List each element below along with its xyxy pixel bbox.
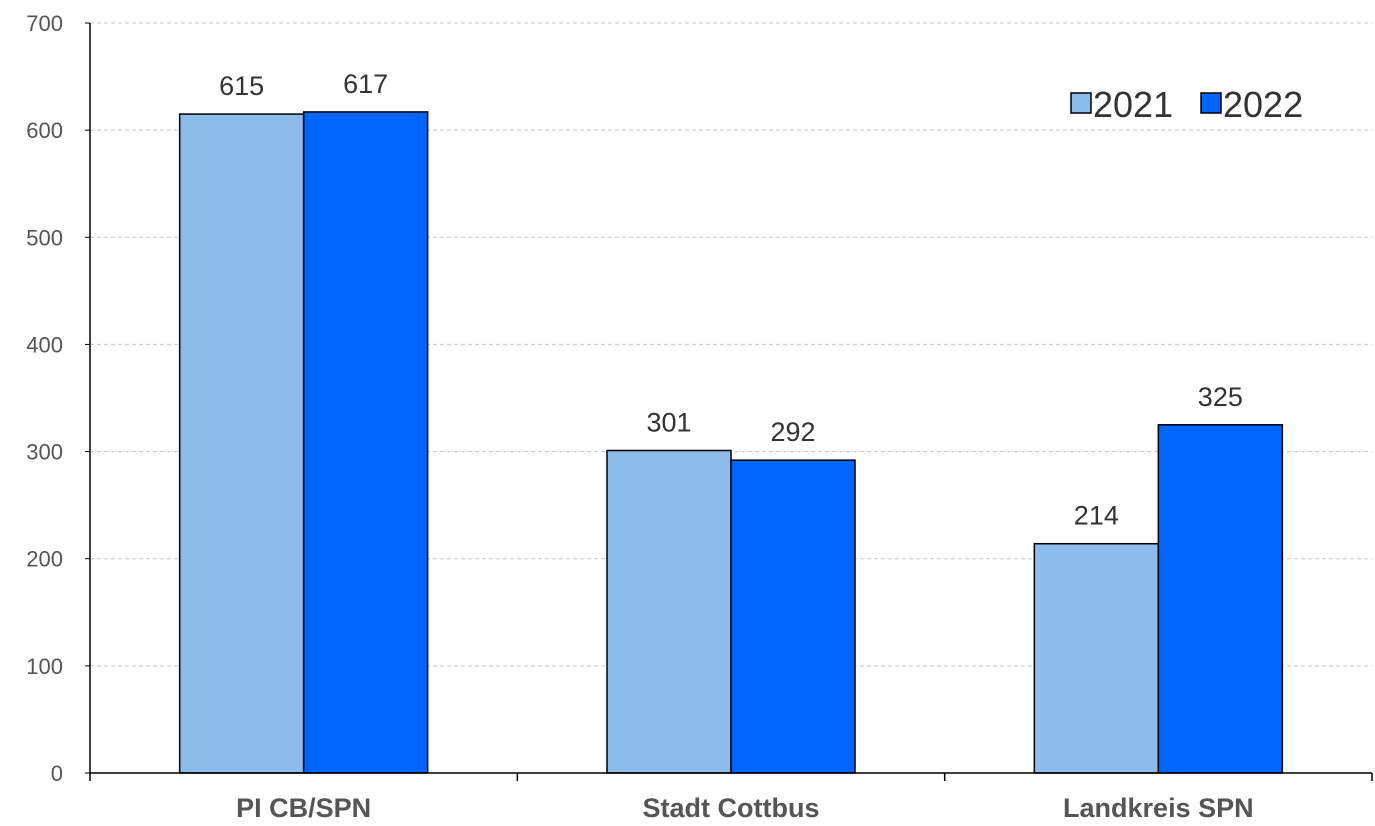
data-label: 325 (1198, 382, 1243, 412)
data-label: 615 (219, 71, 264, 101)
category-label: Landkreis SPN (1063, 793, 1254, 823)
data-label: 214 (1074, 501, 1119, 531)
bar (730, 459, 856, 774)
y-tick-label: 300 (26, 440, 63, 465)
y-tick-label: 600 (26, 118, 63, 143)
legend-label: 2021 (1093, 84, 1173, 125)
y-tick-label: 100 (26, 654, 63, 679)
legend: 2021 2022 (1070, 84, 1303, 125)
data-label: 617 (343, 69, 388, 99)
y-tick-label: 400 (26, 332, 63, 357)
legend-swatch (1070, 92, 1092, 114)
data-label: 301 (646, 408, 691, 438)
legend-swatch (1200, 92, 1222, 114)
bar (178, 113, 305, 774)
y-tick-label: 500 (26, 225, 63, 250)
category-label: PI CB/SPN (236, 793, 371, 823)
x-axis: PI CB/SPN Stadt Cottbus Landkreis SPN (89, 772, 1373, 823)
bars: 615 617 301 292 214 325 (178, 69, 1284, 774)
category-label: Stadt Cottbus (643, 793, 820, 823)
y-tick-label: 0 (51, 761, 63, 786)
y-axis: 0 100 200 300 400 500 600 700 (26, 11, 91, 786)
data-label: 292 (770, 417, 815, 447)
bar (302, 111, 429, 774)
bar (1033, 542, 1160, 774)
y-tick-label: 700 (26, 11, 63, 36)
legend-label: 2022 (1223, 84, 1303, 125)
bar (1157, 424, 1284, 774)
bar (606, 449, 732, 774)
y-tick-label: 200 (26, 547, 63, 572)
